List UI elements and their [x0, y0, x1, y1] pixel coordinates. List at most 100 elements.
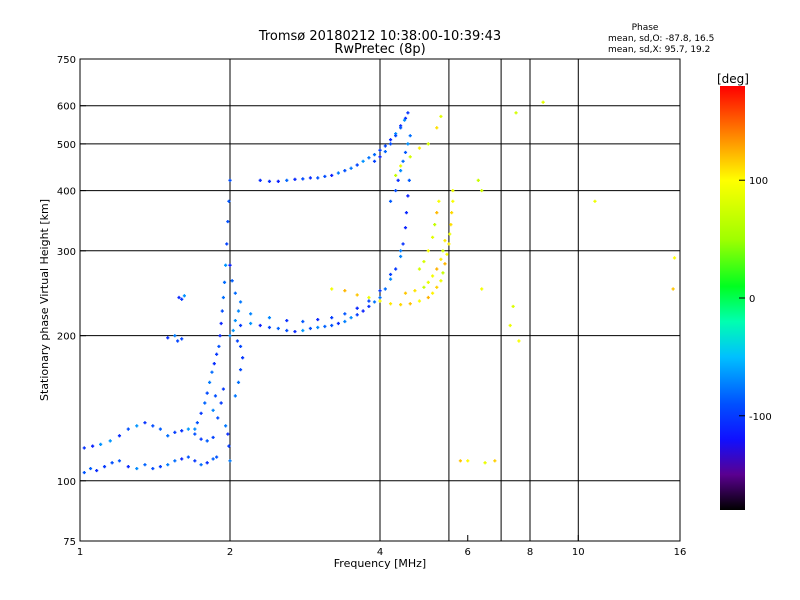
data-point-o [336, 321, 340, 326]
data-point-o [102, 465, 107, 469]
data-point-o [349, 166, 353, 170]
data-point-o [173, 459, 177, 463]
data-point-o [383, 287, 387, 291]
data-point-o [226, 432, 230, 436]
data-point-o [276, 179, 280, 183]
data-point-o [182, 294, 186, 298]
data-point-o [355, 313, 359, 317]
data-point-x [480, 287, 484, 291]
data-point-o [249, 321, 253, 326]
data-point-x [511, 304, 515, 309]
data-point-o [91, 444, 95, 448]
data-point-o [228, 334, 232, 338]
data-point-o [301, 328, 305, 333]
data-point-o [199, 463, 203, 467]
data-point-x [514, 111, 518, 115]
data-point-x [437, 199, 441, 203]
data-point-o [323, 324, 327, 329]
data-point-o [231, 328, 235, 333]
data-point-o [193, 459, 197, 463]
data-point-o [388, 199, 393, 203]
data-point-x [426, 142, 430, 146]
data-point-o [316, 317, 320, 322]
chart-subtitle: RwPretec (8p) [334, 42, 425, 57]
data-point-o [211, 457, 215, 461]
data-point-x [343, 289, 347, 293]
data-point-o [267, 179, 272, 183]
data-point-o [219, 321, 223, 326]
data-point-o [166, 336, 170, 340]
data-point-o [203, 401, 207, 405]
y-tick-label: 100 [57, 477, 76, 488]
x-tick-label: 10 [572, 547, 585, 558]
data-point-o [82, 446, 86, 450]
data-point-o [235, 339, 240, 343]
data-point-x [388, 302, 393, 306]
data-point-o [388, 138, 393, 142]
data-point-o [217, 344, 221, 349]
data-point-o [238, 368, 243, 372]
data-point-o [285, 178, 289, 182]
data-point-x [378, 299, 382, 303]
data-point-o [267, 325, 272, 330]
data-point-x [671, 287, 675, 291]
data-point-o [355, 163, 359, 167]
x-tick-label: 8 [527, 547, 533, 558]
data-point-o [99, 442, 103, 446]
data-point-x [408, 155, 412, 159]
data-point-o [135, 424, 139, 428]
phase-stats-x: mean, sd,X: 95.7, 19.2 [608, 45, 710, 55]
data-point-x [430, 235, 435, 239]
data-point-o [388, 277, 393, 281]
data-point-o [110, 461, 114, 465]
data-point-o [95, 468, 99, 473]
colorbar-ticks: 100 0 -100 [739, 176, 772, 423]
data-point-o [180, 337, 184, 341]
data-point-o [233, 291, 237, 295]
y-tick-label: 75 [63, 537, 76, 548]
x-tick-label: 16 [674, 547, 687, 558]
data-point-x [330, 287, 334, 291]
data-points [82, 100, 677, 475]
data-point-o [367, 299, 371, 303]
data-point-o [388, 272, 393, 277]
data-point-o [394, 188, 398, 193]
data-point-o [402, 118, 407, 122]
data-point-o [143, 421, 147, 425]
data-point-x [508, 323, 512, 328]
data-point-o [117, 459, 122, 463]
data-point-x [458, 459, 463, 463]
colorbar-label: [deg] [717, 72, 749, 86]
data-point-x [445, 252, 449, 256]
data-point-o [285, 328, 289, 333]
axis-ticks: 1 2 4 6 8 10 16 75 100 200 300 400 500 600 750 [57, 55, 686, 558]
data-point-o [224, 263, 228, 267]
data-point-o [215, 455, 219, 459]
data-point-o [258, 178, 262, 182]
data-point-x [422, 285, 426, 289]
data-point-x [476, 178, 480, 182]
data-point-o [88, 466, 93, 471]
data-point-o [343, 319, 347, 324]
x-tick-label: 4 [377, 547, 383, 558]
data-point-o [276, 326, 280, 331]
data-point-o [222, 280, 227, 284]
chart-title: Tromsø 20180212 10:38:00-10:39:43 [258, 29, 501, 44]
data-point-o [226, 219, 230, 224]
data-point-x [493, 459, 497, 463]
y-tick-label: 300 [57, 247, 76, 258]
data-point-o [224, 424, 228, 428]
data-point-x [451, 188, 455, 193]
data-point-o [323, 174, 327, 179]
data-point-x [441, 249, 445, 253]
data-point-o [221, 295, 226, 300]
data-point-x [483, 461, 487, 465]
data-point-x [447, 242, 451, 246]
data-point-o [372, 300, 377, 304]
data-point-x [439, 279, 443, 283]
data-point-o [394, 134, 398, 138]
data-point-o [176, 339, 180, 343]
y-tick-label: 600 [57, 102, 76, 113]
data-point-o [193, 427, 197, 431]
data-point-o [267, 316, 272, 320]
